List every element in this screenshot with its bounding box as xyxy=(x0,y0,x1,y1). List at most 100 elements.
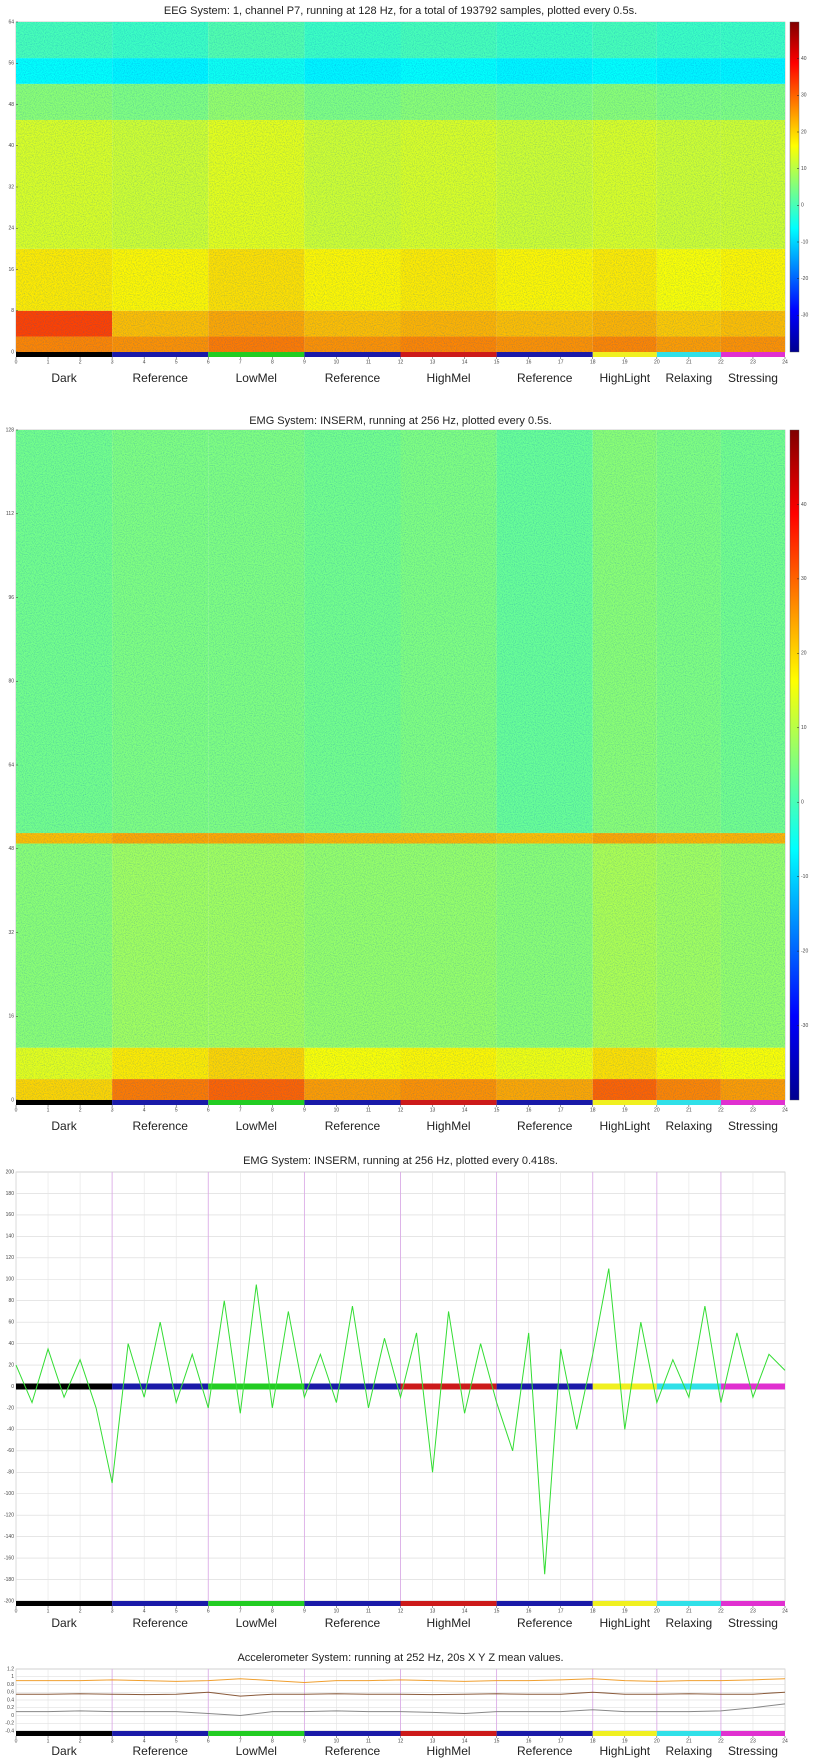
colorbar-tick-label: -10 xyxy=(801,874,808,880)
series-line xyxy=(15,1268,786,1575)
x-tick-label: 23 xyxy=(750,359,756,365)
x-tick-label: 15 xyxy=(494,1107,500,1113)
phase-label: HighLight xyxy=(599,1119,650,1133)
x-tick-label: 18 xyxy=(590,1738,596,1744)
phase-bar xyxy=(720,1601,785,1606)
x-tick-label: 17 xyxy=(558,1608,564,1614)
phase-label: HighLight xyxy=(599,1744,650,1758)
colorbar-tick-label: -20 xyxy=(801,948,808,954)
series-line xyxy=(16,1703,786,1717)
y-tick-label: 16 xyxy=(8,1014,14,1020)
x-tick-label: 8 xyxy=(271,1107,274,1113)
x-tick-label: 5 xyxy=(175,1608,178,1614)
y-tick-label: 1.2 xyxy=(7,1666,14,1672)
x-tick-label: 9 xyxy=(303,1608,306,1614)
phase-label: Relaxing xyxy=(666,1616,713,1630)
phase-bar xyxy=(496,1731,593,1736)
phase-bar xyxy=(304,1731,401,1736)
x-tick-label: 13 xyxy=(430,1107,436,1113)
phase-bar xyxy=(656,352,721,357)
y-tick-label: 0 xyxy=(11,1097,14,1103)
y-tick-label: 24 xyxy=(8,226,14,232)
x-tick-label: 24 xyxy=(782,359,788,365)
x-tick-label: 2 xyxy=(79,1608,82,1614)
x-tick-label: 15 xyxy=(494,1738,500,1744)
y-tick-label: 140 xyxy=(6,1234,15,1240)
phase-bar xyxy=(400,1731,497,1736)
x-tick-label: 8 xyxy=(271,1608,274,1614)
phase-bar xyxy=(16,1100,113,1105)
y-tick-label: 56 xyxy=(8,61,14,67)
x-tick-label: 20 xyxy=(654,1738,660,1744)
x-tick-label: 10 xyxy=(334,1738,340,1744)
phase-bar-zero xyxy=(656,1383,721,1390)
phase-bar-zero xyxy=(304,1383,401,1390)
y-tick-label: 32 xyxy=(8,930,14,936)
y-tick-label: 64 xyxy=(8,19,14,25)
phase-bar xyxy=(720,1731,785,1736)
colorbar xyxy=(789,21,800,353)
phase-label: LowMel xyxy=(236,1616,277,1630)
phase-label: HighMel xyxy=(427,1119,471,1133)
y-tick-label: 48 xyxy=(8,846,14,852)
phase-bar-zero xyxy=(208,1383,305,1390)
colorbar-tick-label: 0 xyxy=(801,800,804,806)
x-tick-label: 12 xyxy=(398,359,404,365)
y-tick-label: -140 xyxy=(4,1534,14,1540)
y-tick-label: 40 xyxy=(8,143,14,149)
y-tick-label: 0.6 xyxy=(7,1690,14,1696)
phase-bar xyxy=(16,1731,113,1736)
phase-label: Relaxing xyxy=(666,371,713,385)
x-tick-label: 3 xyxy=(111,1738,114,1744)
phase-label: HighMel xyxy=(427,1744,471,1758)
colorbar-tick-label: 40 xyxy=(801,502,807,508)
phase-label: Reference xyxy=(325,1744,381,1758)
x-tick-label: 11 xyxy=(366,1738,371,1744)
x-tick-label: 8 xyxy=(271,1738,274,1744)
phase-bar-zero xyxy=(400,1383,497,1390)
x-tick-label: 2 xyxy=(79,1738,82,1744)
phase-label: Dark xyxy=(51,1744,77,1758)
x-tick-label: 13 xyxy=(430,1738,436,1744)
phase-label: HighLight xyxy=(599,1616,650,1630)
colorbar-tick-label: -20 xyxy=(801,276,808,282)
x-tick-label: 13 xyxy=(430,1608,436,1614)
x-tick-label: 1 xyxy=(47,1608,50,1614)
colorbar-tick-label: 30 xyxy=(801,93,807,99)
series-line xyxy=(16,1691,786,1697)
x-tick-label: 21 xyxy=(686,1107,692,1113)
x-tick-label: 11 xyxy=(366,1608,371,1614)
y-tick-label: -100 xyxy=(4,1491,14,1497)
chart-title: EEG System: 1, channel P7, running at 12… xyxy=(164,5,637,17)
x-tick-label: 4 xyxy=(143,1107,146,1113)
x-tick-label: 16 xyxy=(526,1608,532,1614)
phase-label: Reference xyxy=(325,1616,381,1630)
x-tick-label: 21 xyxy=(686,359,692,365)
phase-bar xyxy=(208,1601,305,1606)
series-line xyxy=(16,1678,786,1684)
x-tick-label: 16 xyxy=(526,1738,532,1744)
phase-label: LowMel xyxy=(236,1744,277,1758)
x-tick-label: 24 xyxy=(782,1738,788,1744)
y-tick-label: -80 xyxy=(7,1470,14,1476)
x-tick-label: 14 xyxy=(462,1738,468,1744)
y-tick-label: 80 xyxy=(8,679,14,685)
phase-bar xyxy=(496,352,593,357)
phase-bar xyxy=(304,1100,401,1105)
x-tick-label: 5 xyxy=(175,1738,178,1744)
phase-label: Dark xyxy=(51,1119,77,1133)
colorbar-tick-label: -30 xyxy=(801,313,808,319)
x-tick-label: 22 xyxy=(718,1738,724,1744)
x-tick-label: 10 xyxy=(334,1608,340,1614)
phase-label: Reference xyxy=(325,1119,381,1133)
phase-bar xyxy=(304,352,401,357)
colorbar-tick-label: 40 xyxy=(801,56,807,62)
x-tick-label: 17 xyxy=(558,359,564,365)
noise-texture xyxy=(16,22,785,352)
x-tick-label: 23 xyxy=(750,1107,756,1113)
phase-bar xyxy=(16,352,113,357)
y-tick-label: 96 xyxy=(8,595,14,601)
x-tick-label: 1 xyxy=(47,359,50,365)
phase-label: Stressing xyxy=(728,371,778,385)
